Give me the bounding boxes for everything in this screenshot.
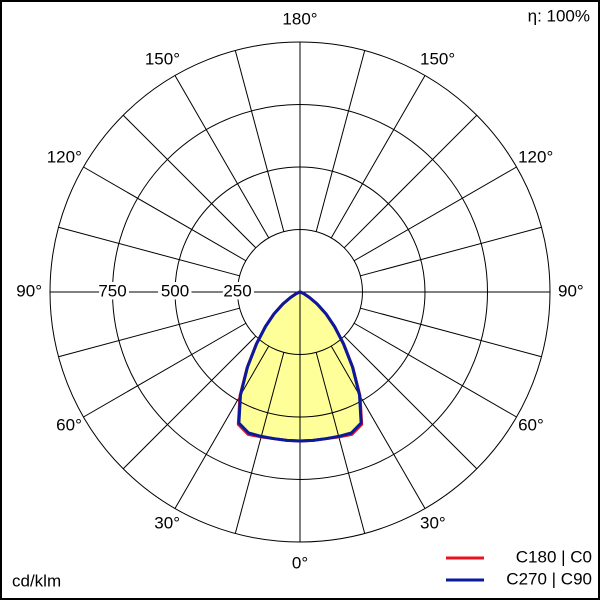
theta-tick-label: 60° <box>56 415 82 434</box>
r-tick-label: 250 <box>223 281 251 300</box>
grid-spoke <box>122 335 257 470</box>
theta-tick-label: 30° <box>420 514 446 533</box>
theta-tick-label: 60° <box>518 415 544 434</box>
theta-tick-label: 150° <box>420 49 455 68</box>
grid-spoke <box>234 50 285 232</box>
grid-spoke <box>122 114 257 249</box>
light-area <box>300 292 362 441</box>
efficiency-label: η: 100% <box>528 6 590 25</box>
grid-spoke <box>343 335 478 470</box>
grid-spoke <box>58 307 240 358</box>
grid-spoke <box>330 75 426 239</box>
theta-tick-label: 120° <box>518 147 553 166</box>
grid-spoke <box>343 114 478 249</box>
theta-tick-label: 150° <box>145 49 180 68</box>
grid-spoke <box>174 345 270 509</box>
grid-spoke <box>174 75 270 239</box>
grid-spoke <box>360 226 542 277</box>
grid-spoke <box>315 50 366 232</box>
unit-label: cd/klm <box>12 571 61 590</box>
grid-spoke <box>315 352 366 534</box>
theta-tick-label: 30° <box>154 514 180 533</box>
grid-spoke <box>330 345 426 509</box>
grid-spoke <box>234 352 285 534</box>
theta-tick-label: 90° <box>16 281 42 300</box>
legend-label: C180 | C0 <box>516 547 592 566</box>
theta-tick-label: 90° <box>558 281 584 300</box>
r-tick-label: 750 <box>98 281 126 300</box>
intensity-curve <box>237 290 302 443</box>
intensity-curve <box>298 290 363 443</box>
theta-tick-label: 0° <box>292 553 308 572</box>
grid-spoke <box>83 322 247 418</box>
grid-spoke <box>360 307 542 358</box>
grid-spoke <box>83 166 247 262</box>
grid-spoke <box>353 322 517 418</box>
grid-spoke <box>353 166 517 262</box>
legend-label: C270 | C90 <box>506 569 592 588</box>
r-tick-label: 500 <box>161 281 189 300</box>
theta-tick-label: 120° <box>47 147 82 166</box>
grid-spoke <box>58 226 240 277</box>
light-area <box>238 292 300 441</box>
theta-tick-label: 180° <box>282 9 317 28</box>
